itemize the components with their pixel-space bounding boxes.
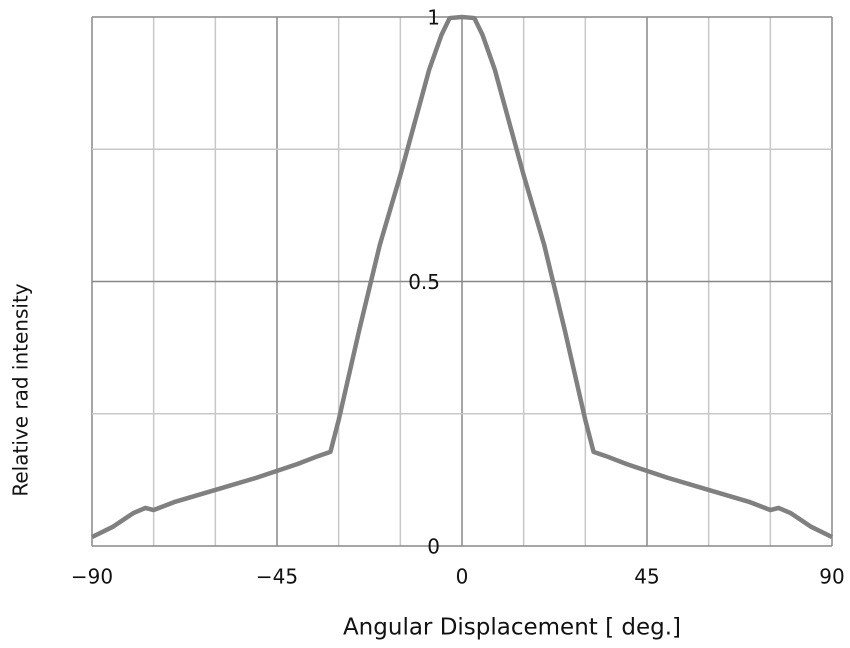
x-tick-label: −90 bbox=[71, 565, 113, 589]
y-tick-label: 0 bbox=[427, 535, 440, 559]
y-tick-label: 1 bbox=[427, 6, 440, 30]
y-tick-label: 0.5 bbox=[408, 270, 440, 294]
x-tick-label: −45 bbox=[256, 565, 298, 589]
y-axis-label: Relative rad intensity bbox=[9, 283, 33, 496]
x-axis-label: Angular Displacement [ deg.] bbox=[343, 615, 681, 641]
data-line bbox=[91, 14, 833, 540]
x-tick-label: 45 bbox=[634, 565, 659, 589]
x-tick-label: 0 bbox=[456, 565, 469, 589]
x-tick-label: 90 bbox=[819, 565, 844, 589]
